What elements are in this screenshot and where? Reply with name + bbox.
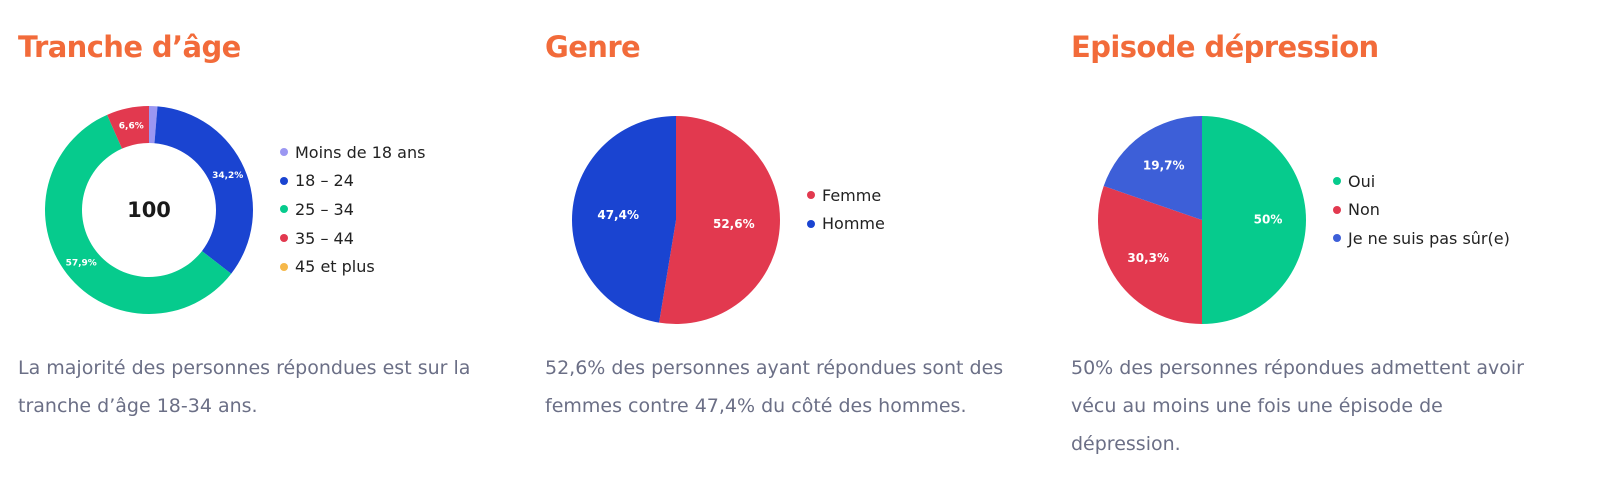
legend-item: 45 et plus	[280, 252, 425, 281]
age-chart-title: Tranche d’âge	[18, 30, 241, 64]
depression-chart-title: Episode dépression	[1071, 30, 1379, 64]
depression-pie-chart: 50% 30,3% 19,7%	[1098, 116, 1306, 324]
gender-description: 52,6% des personnes ayant répondues sont…	[545, 357, 1004, 417]
slice-25-34	[45, 114, 232, 315]
data-label-non: 30,3%	[1127, 251, 1169, 265]
depression-description: 50% des personnes répondues admettent av…	[1071, 357, 1524, 455]
gender-pie-chart: 52,6% 47,4%	[571, 116, 780, 324]
slice-35-44	[107, 106, 149, 149]
legend-label: 18 – 24	[295, 171, 354, 191]
gender-legend: Femme Homme	[807, 181, 885, 238]
legend-dot	[280, 176, 288, 185]
legend-item: Non	[1333, 196, 1510, 225]
data-label-25-34: 57,9%	[66, 258, 97, 268]
slice-oui	[1202, 116, 1306, 324]
legend-item: Oui	[1333, 167, 1510, 196]
legend-dot	[1333, 234, 1341, 243]
slice-femme	[659, 116, 780, 324]
data-label-homme: 47,4%	[597, 208, 639, 222]
gender-panel: Genre 52,6% 47,4% Femme Homme 52,6% des p…	[545, 0, 1065, 499]
legend-label: Homme	[822, 214, 885, 234]
legend-label: Non	[1348, 200, 1380, 220]
legend-label: 35 – 44	[295, 228, 354, 248]
age-panel: Tranche d’âge 34,2% 57,9% 6,6% 100 Moins de…	[18, 0, 538, 499]
slice-18-24	[154, 106, 254, 274]
legend-item: Femme	[807, 181, 885, 210]
legend-dot	[807, 219, 815, 228]
legend-dot	[280, 205, 288, 214]
depression-panel: Episode dépression 50% 30,3% 19,7% Oui Non…	[1071, 0, 1591, 499]
gender-chart-title: Genre	[545, 30, 641, 64]
legend-item: Moins de 18 ans	[280, 138, 425, 167]
legend-label: Femme	[822, 185, 882, 205]
legend-dot	[280, 262, 288, 271]
data-label-je-ne-suis-pas-sur-e: 19,7%	[1143, 159, 1185, 173]
donut-center-label: 100	[127, 198, 171, 222]
legend-item: Je ne suis pas sûr(e)	[1333, 224, 1510, 253]
legend-item: 35 – 44	[280, 224, 425, 253]
data-label-oui: 50%	[1254, 213, 1283, 227]
legend-dot	[280, 234, 288, 243]
data-label-18-24: 34,2%	[212, 171, 243, 181]
legend-label: 25 – 34	[295, 199, 354, 219]
data-label-35-44: 6,6%	[119, 121, 144, 131]
legend-label: Je ne suis pas sûr(e)	[1348, 228, 1510, 248]
legend-label: 45 et plus	[295, 257, 375, 277]
legend-dot	[1333, 205, 1341, 214]
slice-moins-de-18-ans	[149, 106, 158, 144]
slice-homme	[571, 116, 676, 323]
legend-item: 25 – 34	[280, 195, 425, 224]
depression-legend: Oui Non Je ne suis pas sûr(e)	[1333, 167, 1510, 253]
slice-non	[1098, 186, 1202, 324]
legend-dot	[1333, 177, 1341, 186]
legend-item: 18 – 24	[280, 167, 425, 196]
legend-item: Homme	[807, 210, 885, 239]
legend-label: Moins de 18 ans	[295, 142, 426, 162]
legend-dot	[280, 148, 288, 157]
slice-je-ne-suis-pas-sur-e	[1103, 116, 1202, 220]
legend-dot	[807, 191, 815, 200]
age-description: La majorité des personnes répondues est …	[18, 357, 471, 417]
age-donut-chart: 34,2% 57,9% 6,6% 100	[45, 106, 254, 315]
data-label-femme: 52,6%	[713, 217, 755, 231]
legend-label: Oui	[1348, 171, 1376, 191]
age-legend: Moins de 18 ans 18 – 24 25 – 34 35 – 44 …	[280, 138, 425, 281]
